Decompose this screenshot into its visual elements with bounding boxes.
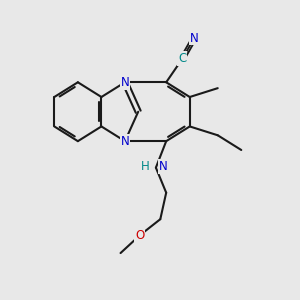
Text: N: N	[121, 135, 129, 148]
Text: N: N	[190, 32, 199, 45]
Text: H: H	[141, 160, 150, 173]
Text: N: N	[121, 76, 129, 89]
Text: C: C	[178, 52, 187, 65]
Text: O: O	[135, 229, 144, 242]
Text: N: N	[159, 160, 168, 173]
